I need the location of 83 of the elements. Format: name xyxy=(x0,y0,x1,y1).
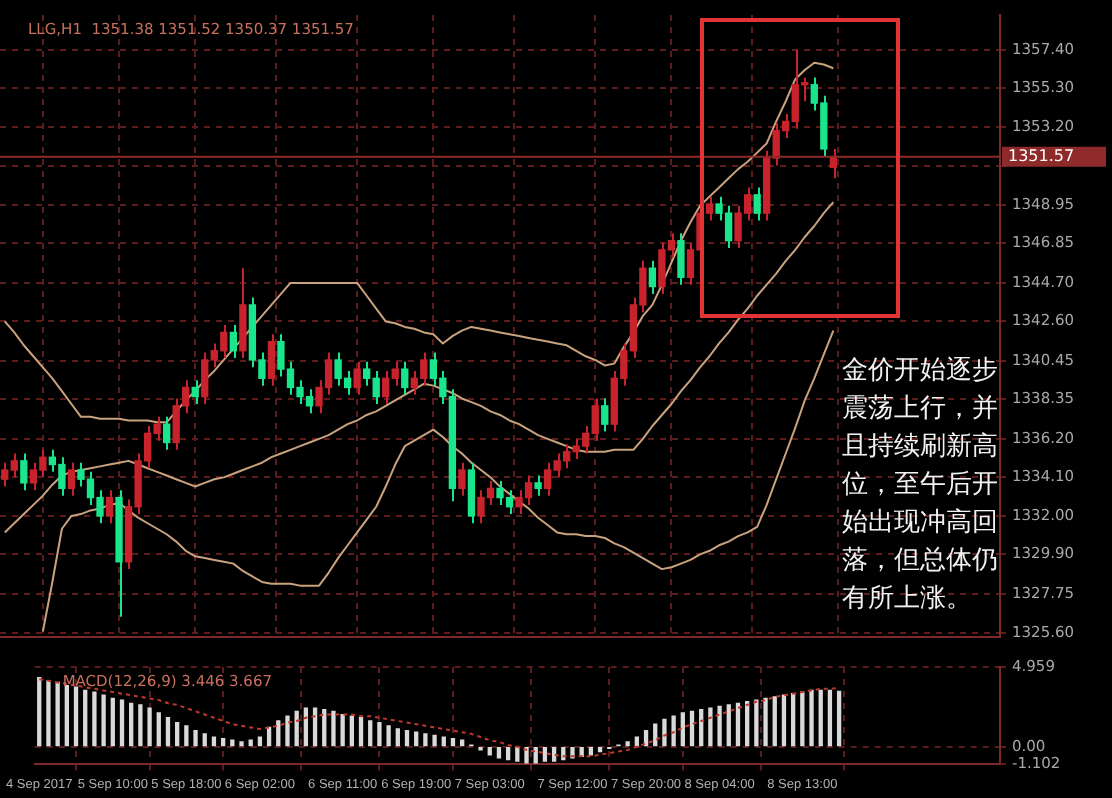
bar xyxy=(671,715,676,747)
bar xyxy=(809,689,814,747)
bar xyxy=(312,707,318,747)
bar xyxy=(285,715,290,747)
candlestick xyxy=(648,259,657,295)
candlestick xyxy=(229,324,237,360)
bar xyxy=(634,736,640,747)
candlestick xyxy=(239,267,247,360)
bar xyxy=(818,689,823,747)
bar xyxy=(64,684,69,747)
candlestick xyxy=(601,397,609,433)
bar xyxy=(781,694,787,747)
bar xyxy=(597,747,603,753)
bar xyxy=(689,710,695,747)
bar xyxy=(496,747,502,759)
bar xyxy=(92,691,97,747)
text: 金价开始逐步震荡上行，并且持续刷新高位，至午后开始出现冲高回落，但总体仍有所上涨。 xyxy=(842,354,1000,618)
candlestick xyxy=(677,232,685,286)
ref-line-label: 1351.57 xyxy=(1008,146,1075,165)
bar xyxy=(147,707,152,747)
bar xyxy=(46,680,51,747)
bar xyxy=(156,712,161,747)
bar xyxy=(368,720,373,747)
candlestick xyxy=(458,461,466,497)
candlestick xyxy=(191,379,199,405)
bar xyxy=(763,697,768,747)
bar xyxy=(726,704,731,747)
bar xyxy=(129,702,134,747)
bar xyxy=(680,712,685,747)
bar xyxy=(754,699,759,747)
bar xyxy=(257,736,263,747)
bar xyxy=(836,690,842,747)
bar xyxy=(386,725,391,747)
bar xyxy=(276,720,281,747)
bar xyxy=(404,729,410,747)
bar xyxy=(175,721,180,747)
bar xyxy=(423,733,428,747)
line-series xyxy=(38,678,841,758)
bar xyxy=(110,697,115,747)
bar xyxy=(73,686,79,747)
bar xyxy=(542,747,548,762)
bar xyxy=(322,709,327,747)
candlestick xyxy=(401,360,409,396)
bar xyxy=(211,736,217,747)
bar xyxy=(202,733,207,747)
candlestick xyxy=(705,195,714,222)
bar xyxy=(524,747,529,764)
bar xyxy=(119,699,125,747)
candlestick xyxy=(67,461,76,497)
candlestick xyxy=(753,186,761,222)
bar xyxy=(165,717,171,747)
bar xyxy=(83,689,88,747)
bar xyxy=(772,696,777,747)
bar xyxy=(37,676,42,747)
bar xyxy=(717,705,722,747)
bar xyxy=(55,681,60,747)
bar xyxy=(625,741,630,747)
bar xyxy=(827,689,833,747)
bar xyxy=(184,725,189,747)
candlestick xyxy=(467,461,476,525)
bar xyxy=(358,717,364,747)
candlestick xyxy=(20,452,28,492)
candlestick xyxy=(267,333,276,387)
bar xyxy=(441,736,446,747)
bar xyxy=(349,715,354,747)
bar xyxy=(395,728,400,747)
bar xyxy=(138,704,143,747)
bar xyxy=(790,693,796,747)
candlestick xyxy=(105,489,114,525)
bar xyxy=(708,707,713,747)
bar xyxy=(239,741,244,747)
bar xyxy=(662,718,667,747)
bar xyxy=(505,747,511,761)
candlestick xyxy=(163,415,171,451)
bar xyxy=(331,710,336,747)
bar xyxy=(551,747,557,762)
bar xyxy=(432,734,437,747)
candlestick xyxy=(353,360,361,396)
bar xyxy=(340,713,345,747)
candlestick xyxy=(534,474,542,497)
bar xyxy=(193,729,198,747)
bar xyxy=(377,721,382,747)
bar xyxy=(101,694,106,747)
